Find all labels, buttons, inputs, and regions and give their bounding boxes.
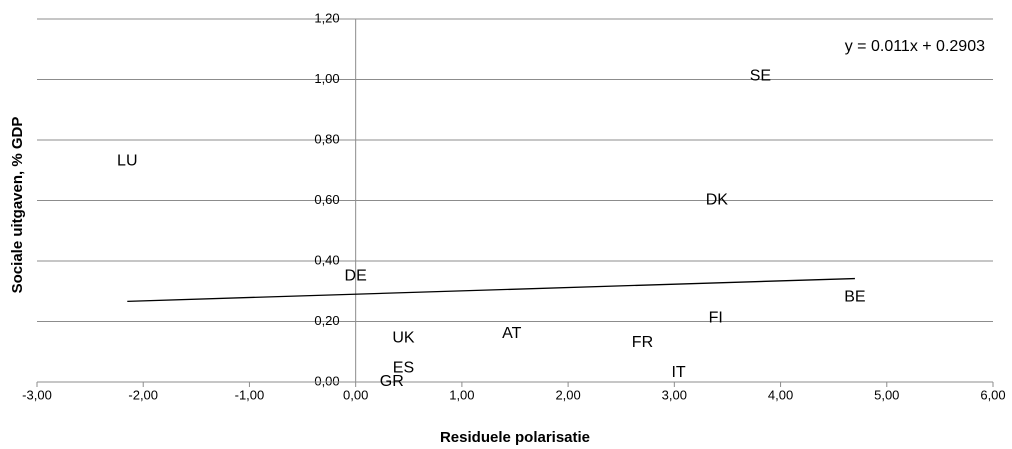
x-tick-label: 2,00 [555, 387, 580, 402]
x-tick-label: 0,00 [343, 387, 368, 402]
x-tick-label: 1,00 [449, 387, 474, 402]
x-tick-label: -1,00 [235, 387, 265, 402]
point-label: FI [709, 310, 723, 327]
point-label: ES [393, 360, 414, 377]
y-axis-title: Sociale uitgaven, % GDP [9, 117, 26, 294]
point-label: UK [392, 329, 415, 346]
x-tick-label: -3,00 [22, 387, 52, 402]
trendline-equation: y = 0.011x + 0.2903 [845, 38, 985, 55]
x-axis-title: Residuele polarisatie [440, 429, 590, 446]
point-label: LU [117, 152, 137, 169]
point-label: GR [380, 373, 404, 390]
point-label: BE [844, 289, 865, 306]
point-label: FR [632, 334, 653, 351]
point-label: DE [345, 267, 367, 284]
y-tick-label: 1,20 [314, 10, 339, 25]
x-tick-label: -2,00 [128, 387, 158, 402]
y-tick-label: 0,20 [314, 313, 339, 328]
y-tick-label: 0,80 [314, 131, 339, 146]
x-tick-label: 3,00 [662, 387, 687, 402]
x-tick-label: 4,00 [768, 387, 793, 402]
point-label: SE [750, 68, 771, 85]
y-tick-label: 0,60 [314, 192, 339, 207]
x-tick-label: 6,00 [980, 387, 1005, 402]
y-tick-label: 0,40 [314, 252, 339, 267]
y-tick-label: 0,00 [314, 373, 339, 388]
point-label: DK [706, 192, 729, 209]
point-label: AT [502, 325, 521, 342]
point-label: IT [671, 364, 685, 381]
x-tick-label: 5,00 [874, 387, 899, 402]
y-tick-label: 1,00 [314, 71, 339, 86]
trendline [127, 277, 855, 302]
